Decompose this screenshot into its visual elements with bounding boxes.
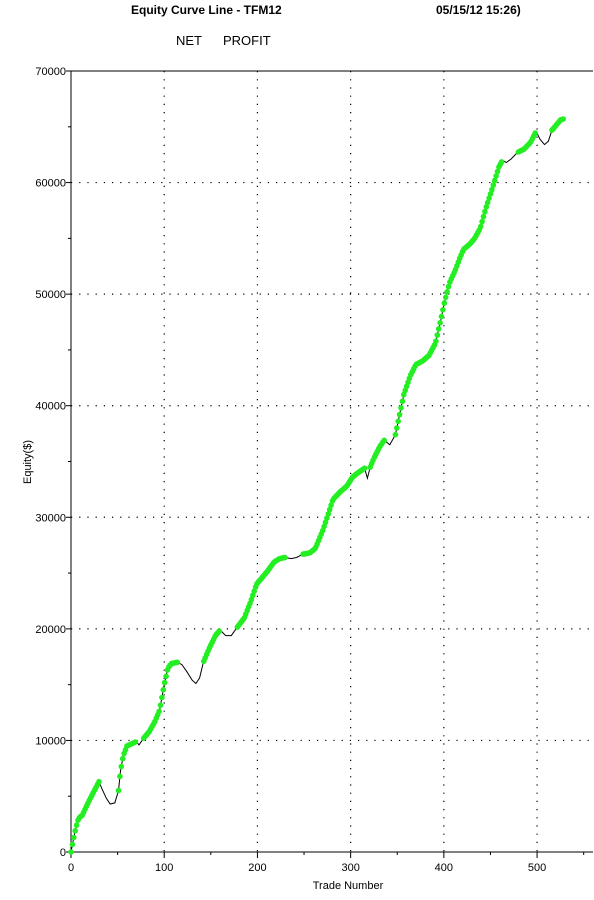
equity-point: [361, 465, 368, 472]
equity-point: [115, 787, 122, 794]
equity-point: [477, 223, 484, 230]
equity-point: [483, 204, 490, 210]
equity-point: [381, 437, 388, 444]
equity-point: [216, 628, 222, 634]
equity-point: [251, 588, 257, 594]
y-tick-label: 70000: [35, 66, 66, 78]
y-tick-label: 40000: [35, 401, 66, 413]
equity-point: [490, 182, 497, 188]
equity-point: [442, 294, 449, 301]
equity-point: [491, 177, 498, 184]
equity-point: [487, 191, 494, 197]
x-axis-label: Trade Number: [313, 880, 384, 892]
equity-markers: [68, 116, 566, 855]
equity-point: [560, 116, 566, 122]
x-ticks: 0 100 200 300 400 500: [68, 852, 585, 874]
equity-point: [398, 405, 404, 411]
x-tick-label: 500: [528, 862, 546, 874]
equity-point: [321, 523, 327, 530]
equity-point: [498, 159, 505, 165]
equity-point: [119, 755, 126, 762]
y-tick-label: 30000: [35, 512, 66, 524]
y-ticks: 0 10000 20000 30000 40000 50000 60000 70000: [35, 66, 71, 859]
equity-point: [72, 828, 78, 834]
equity-point: [444, 289, 450, 295]
equity-point: [68, 849, 74, 855]
equity-point: [435, 326, 442, 332]
x-tick-label: 300: [341, 862, 359, 874]
equity-point: [441, 300, 448, 306]
equity-point: [73, 822, 80, 828]
equity-point: [486, 195, 492, 201]
subtitle-profit: PROFIT: [223, 33, 271, 48]
equity-line-group: [70, 118, 564, 853]
equity-point: [392, 431, 399, 438]
equity-point: [489, 186, 495, 193]
x-tick-label: 0: [68, 862, 74, 874]
equity-point: [117, 773, 123, 780]
equity-point: [160, 687, 167, 693]
equity-point: [132, 739, 139, 745]
equity-point: [445, 283, 452, 290]
equity-point: [328, 502, 334, 509]
y-axis-label: Equity($): [22, 440, 34, 484]
equity-point: [399, 398, 406, 405]
equity-point: [437, 320, 443, 326]
equity-point: [494, 168, 501, 175]
equity-point: [482, 208, 488, 215]
equity-point: [282, 554, 288, 561]
equity-point: [163, 673, 169, 680]
subtitle-net: NET: [176, 33, 202, 48]
x-tick-label: 400: [435, 862, 453, 874]
equity-point: [174, 659, 181, 666]
equity-point: [438, 313, 445, 320]
equity-point: [396, 411, 403, 418]
equity-point: [532, 130, 538, 136]
equity-point: [493, 173, 499, 179]
equity-point: [325, 511, 332, 517]
equity-point: [69, 841, 76, 848]
equity-point: [440, 307, 446, 313]
equity-point: [434, 332, 441, 338]
equity-point: [395, 418, 402, 425]
grid-lines: [71, 71, 593, 852]
x-tick-label: 200: [248, 862, 266, 874]
equity-point: [159, 694, 165, 701]
equity-point: [71, 834, 77, 841]
equity-point: [319, 527, 326, 534]
y-tick-label: 0: [60, 847, 66, 859]
y-tick-label: 60000: [35, 178, 66, 190]
equity-point: [433, 338, 439, 345]
equity-point: [157, 702, 164, 708]
chart-title: Equity Curve Line - TFM12: [131, 3, 282, 17]
y-tick-label: 20000: [35, 624, 66, 636]
equity-line: [70, 118, 564, 853]
equity-point: [250, 592, 256, 599]
equity-point: [484, 199, 491, 206]
equity-point: [394, 425, 400, 431]
equity-point: [156, 708, 162, 715]
equity-point: [161, 679, 168, 686]
y-tick-label: 50000: [35, 289, 66, 301]
equity-point: [326, 506, 333, 513]
equity-point: [322, 519, 329, 526]
timestamp-label: 05/15/12 15:26): [436, 3, 521, 17]
equity-point: [480, 213, 487, 220]
equity-point: [479, 218, 485, 225]
x-tick-label: 100: [155, 862, 173, 874]
equity-point: [96, 778, 102, 785]
equity-point: [118, 763, 125, 770]
y-tick-label: 10000: [35, 735, 66, 747]
